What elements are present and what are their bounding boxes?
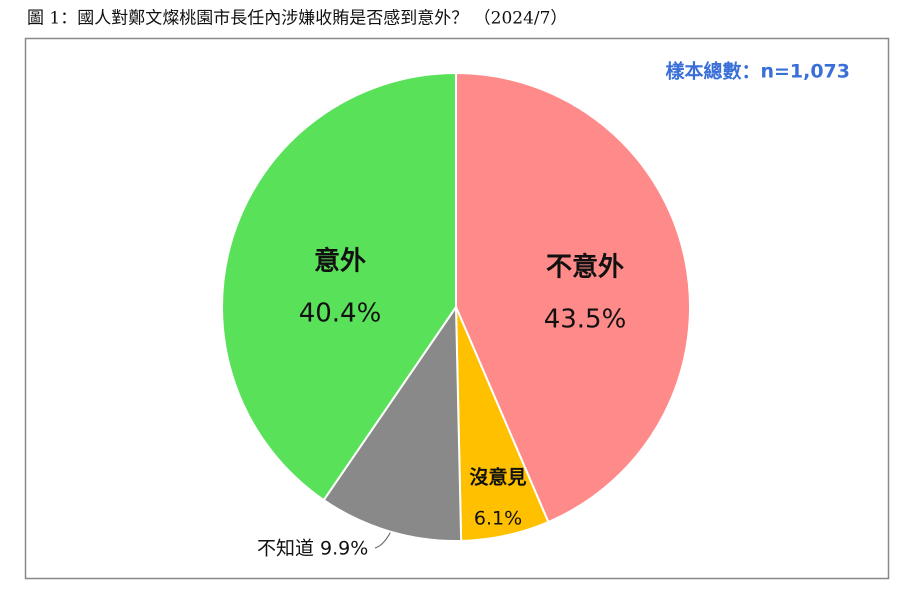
slice-label: 不知道	[257, 538, 314, 560]
value-label: 40.4%	[299, 299, 382, 329]
pie-slice	[322, 303, 463, 542]
slice-label: 沒意見	[469, 466, 526, 489]
value-label: 9.9%	[320, 538, 368, 560]
pie-slice	[455, 71, 691, 524]
value-label: 43.5%	[544, 305, 627, 335]
pie-slice	[221, 71, 457, 502]
value-label: 6.1%	[474, 508, 522, 530]
slice-label: 意外	[314, 246, 366, 277]
chart-title: 圖 1：國人對鄭文燦桃園市長任內涉嫌收賄是否感到意外？ （2024/7）	[27, 9, 567, 29]
slice-label: 不意外	[546, 252, 624, 283]
sample-size: 樣本總數：n=1,073	[665, 60, 850, 83]
